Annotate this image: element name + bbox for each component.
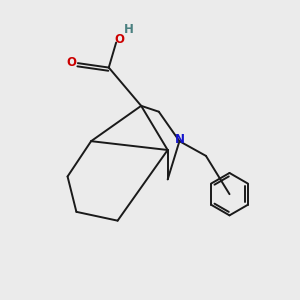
Text: H: H [124,23,134,36]
Text: O: O [66,56,76,69]
Text: N: N [175,133,185,146]
Text: O: O [114,33,124,46]
